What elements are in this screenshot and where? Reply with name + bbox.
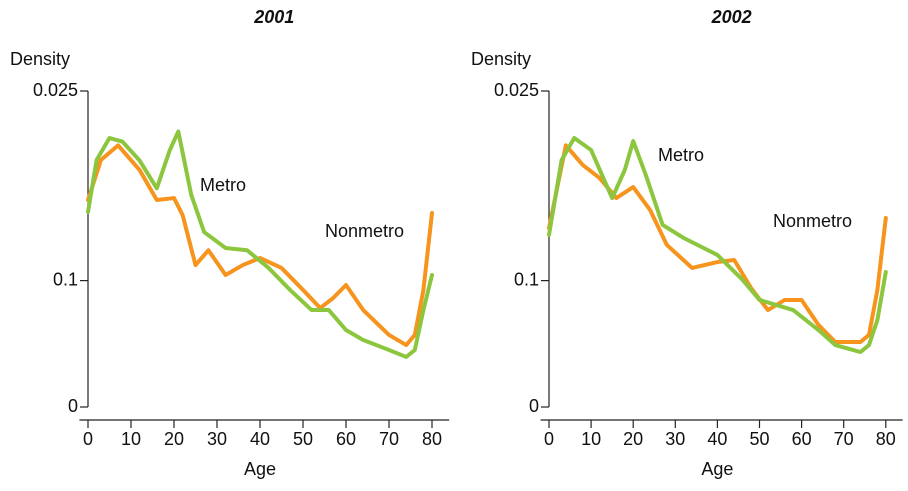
x-tick-label: 30 [665,429,685,449]
x-tick-label: 10 [581,429,601,449]
annotation: Metro [200,175,246,195]
y-axis-label: Density [471,49,531,69]
x-tick-label: 50 [749,429,769,449]
x-tick-label: 60 [792,429,812,449]
x-tick-label: 80 [876,429,896,449]
series-line [86,143,434,348]
y-tick-label: 0.025 [494,80,539,100]
x-tick-label: 20 [623,429,643,449]
y-axis-label: Density [10,49,70,69]
x-axis-label: Age [244,459,276,479]
chart-title: 2001 [253,7,294,27]
chart-title: 2002 [711,7,752,27]
series-line [547,143,888,345]
x-axis-label: Age [701,459,733,479]
x-tick-label: 70 [834,429,854,449]
annotation: Nonmetro [325,221,404,241]
y-tick-label: 0.1 [53,269,78,289]
x-tick-label: 80 [422,429,442,449]
series-line [547,136,888,355]
x-tick-label: 0 [83,429,93,449]
y-tick-label: 0 [68,396,78,416]
annotation: Nonmetro [773,211,852,231]
x-tick-label: 0 [544,429,554,449]
x-tick-label: 30 [207,429,227,449]
y-tick-label: 0.025 [33,80,78,100]
x-tick-label: 50 [293,429,313,449]
series-line [86,129,434,359]
x-tick-label: 40 [707,429,727,449]
y-tick-label: 0.1 [514,269,539,289]
x-tick-label: 60 [336,429,356,449]
annotation: Metro [658,145,704,165]
x-tick-label: 20 [164,429,184,449]
x-tick-label: 40 [250,429,270,449]
x-tick-label: 70 [379,429,399,449]
x-tick-label: 10 [121,429,141,449]
y-tick-label: 0 [529,396,539,416]
